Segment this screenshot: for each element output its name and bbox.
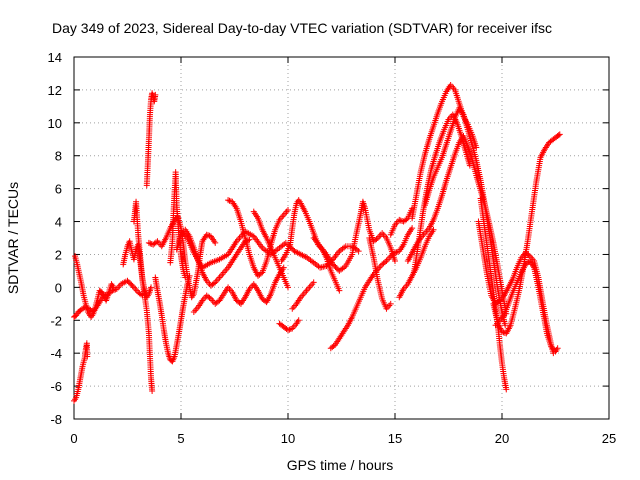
- data-point: [500, 329, 507, 336]
- data-point: [210, 280, 217, 287]
- data-points: [71, 81, 563, 404]
- y-tick-label: 4: [55, 215, 62, 230]
- data-point: [399, 217, 406, 224]
- data-point: [148, 241, 155, 248]
- y-axis-label: SDTVAR / TECUs: [5, 182, 21, 294]
- data-point: [125, 279, 132, 286]
- chart-title: Day 349 of 2023, Sidereal Day-to-day VTE…: [52, 20, 552, 36]
- y-tick-label: -4: [50, 346, 62, 361]
- data-point: [285, 327, 291, 334]
- data-point: [286, 326, 293, 333]
- data-point: [556, 131, 563, 138]
- y-tick-label: 6: [55, 182, 62, 197]
- data-point: [285, 284, 291, 291]
- data-point: [226, 197, 233, 204]
- data-point: [396, 216, 403, 223]
- data-point: [331, 262, 338, 269]
- data-point: [287, 244, 294, 251]
- data-point: [129, 283, 136, 290]
- data-point: [285, 207, 291, 214]
- data-point: [499, 328, 505, 335]
- data-point: [128, 281, 135, 288]
- x-tick-label: 25: [602, 431, 616, 446]
- data-point: [392, 258, 398, 265]
- x-tick-label: 20: [495, 431, 509, 446]
- data-point: [179, 229, 186, 236]
- data-point: [409, 225, 416, 232]
- data-point: [203, 231, 210, 238]
- y-tick-label: 2: [55, 247, 62, 262]
- data-point: [333, 265, 340, 272]
- data-point: [205, 232, 212, 239]
- data-point: [323, 262, 330, 269]
- data-point: [148, 284, 155, 291]
- data-point: [324, 261, 331, 268]
- y-tick-label: 0: [55, 280, 62, 295]
- data-point: [310, 279, 317, 286]
- data-point: [180, 231, 187, 238]
- data-point: [473, 144, 480, 151]
- data-point: [336, 287, 343, 294]
- data-point: [288, 245, 295, 252]
- data-point: [495, 298, 502, 305]
- data-point: [206, 294, 213, 301]
- data-point: [84, 353, 91, 360]
- x-tick-label: 10: [281, 431, 295, 446]
- data-point: [466, 162, 473, 169]
- data-point: [382, 259, 389, 266]
- data-point: [502, 322, 509, 329]
- x-axis-label: GPS time / hours: [287, 457, 394, 473]
- y-tick-label: -8: [50, 412, 62, 427]
- data-point: [554, 345, 561, 352]
- data-point: [225, 197, 232, 204]
- y-tick-label: -6: [50, 379, 62, 394]
- data-point: [110, 284, 117, 291]
- data-point: [430, 226, 437, 233]
- data-point: [295, 317, 302, 324]
- y-tick-label: 14: [48, 50, 62, 65]
- data-point: [178, 228, 184, 235]
- y-tick-label: -2: [50, 313, 62, 328]
- data-point: [355, 248, 362, 255]
- data-point: [332, 263, 339, 270]
- data-point: [286, 242, 293, 249]
- data-point: [152, 91, 159, 98]
- data-point: [212, 239, 219, 246]
- data-point: [393, 249, 400, 256]
- data-point: [182, 274, 189, 281]
- data-point: [127, 280, 134, 287]
- data-point: [503, 386, 510, 393]
- data-point: [373, 236, 380, 243]
- data-point: [555, 132, 562, 139]
- data-point: [392, 249, 398, 256]
- data-point: [181, 232, 188, 239]
- data-point: [124, 277, 131, 284]
- x-tick-label: 0: [70, 431, 77, 446]
- plot-frame: [73, 56, 610, 420]
- y-tick-label: 8: [55, 149, 62, 164]
- x-tick-label: 15: [388, 431, 402, 446]
- data-point: [257, 270, 264, 277]
- data-point: [403, 216, 410, 223]
- data-point: [183, 233, 190, 240]
- data-point: [153, 239, 160, 246]
- y-tick-label: 10: [48, 116, 62, 131]
- data-point: [138, 291, 145, 298]
- data-point: [149, 388, 156, 395]
- axis-ticks: 0 5 10 15 20 25 -8 -6 -4 -2 0 2 4 6 8 10 12 14: [48, 50, 617, 446]
- data-point: [329, 261, 336, 268]
- data-point: [285, 241, 291, 248]
- y-tick-label: 12: [48, 83, 62, 98]
- data-point: [145, 239, 152, 246]
- data-point: [387, 300, 394, 307]
- x-tick-label: 5: [177, 431, 184, 446]
